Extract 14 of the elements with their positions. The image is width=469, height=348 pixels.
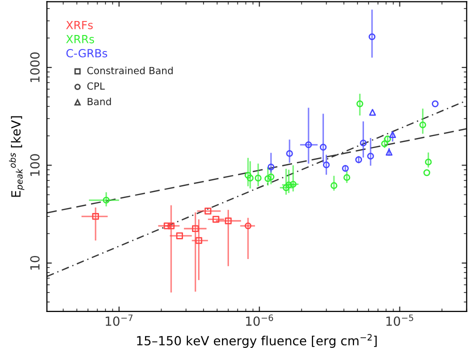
x-tick-label: 10$^{−6}$: [246, 314, 274, 326]
x-tick-label: 10$^{−7}$: [106, 314, 133, 326]
annotation: Constrained Band: [87, 66, 173, 74]
x-tick-label: 10$^{−5}$: [386, 314, 414, 326]
annotation: Band: [88, 98, 111, 106]
y-tick-label: 1000: [30, 52, 40, 82]
annotation: CPL: [87, 82, 105, 90]
text: C-GRBs: [66, 49, 108, 58]
y-axis-title: E$_{peak}$$^{obs}$ [keV]: [9, 116, 24, 197]
text: XRRs: [66, 35, 94, 44]
x-axis-title: 15–150 keV energy fluence [erg cm$^{−2}$]: [137, 334, 377, 348]
text: XRFs: [66, 20, 93, 30]
y-tick-label: 10: [30, 256, 40, 270]
y-tick-label: 100: [30, 154, 40, 176]
